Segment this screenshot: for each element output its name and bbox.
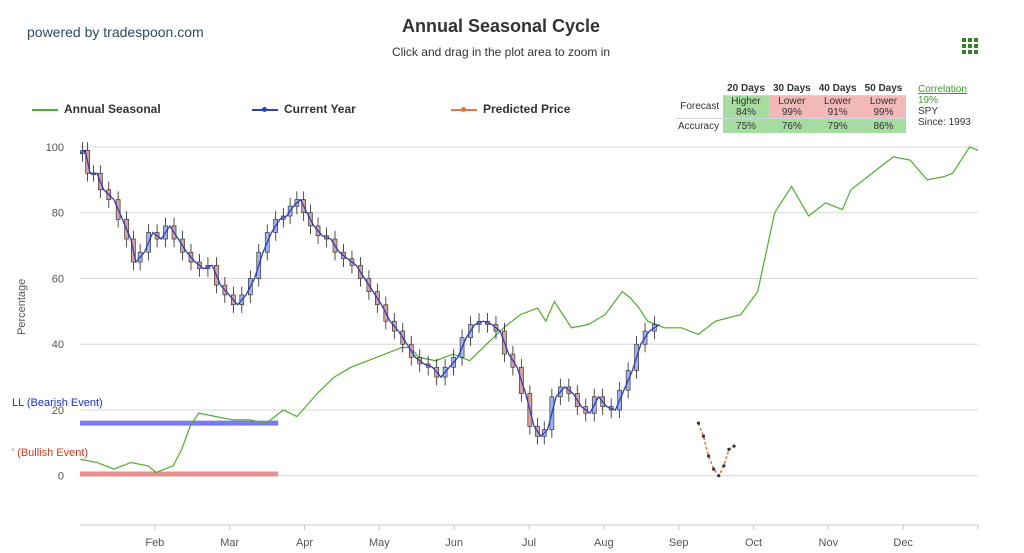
predicted-price-line bbox=[697, 422, 735, 478]
chart-subtitle: Click and drag in the plot area to zoom … bbox=[391, 45, 611, 59]
symbol-label: SPY bbox=[918, 106, 939, 117]
col-header-20: 20 Days bbox=[723, 82, 769, 96]
correlation-value: 19% bbox=[918, 95, 939, 106]
forecast-table: 20 Days 30 Days 40 Days 50 Days Forecast… bbox=[676, 82, 907, 133]
predicted-point bbox=[707, 454, 711, 458]
forecast-cell-20: Higher 84% bbox=[723, 95, 769, 119]
predicted-point bbox=[732, 444, 736, 448]
x-tick-label: Dec bbox=[893, 537, 913, 549]
x-tick-label: Mar bbox=[220, 537, 239, 549]
legend-label-predicted: Predicted Price bbox=[483, 102, 571, 116]
x-tick-label: May bbox=[369, 537, 390, 549]
bearish-event-label: LL (Bearish Event) bbox=[12, 397, 103, 409]
bullish-event-label: ' (Bullish Event) bbox=[12, 447, 89, 459]
correlation-box: Correlation 19% SPY Since: 1993 bbox=[918, 84, 971, 128]
legend-item-annual[interactable]: Annual Seasonal bbox=[32, 102, 161, 116]
chart-title: Annual Seasonal Cycle bbox=[401, 16, 601, 36]
col-header-50: 50 Days bbox=[860, 82, 907, 96]
accuracy-label: Accuracy bbox=[676, 118, 724, 133]
legend-line-predicted-icon bbox=[451, 106, 477, 112]
powered-by-text[interactable]: powered by tradespoon.com bbox=[27, 24, 204, 40]
y-tick-label: 0 bbox=[58, 471, 64, 483]
predicted-point bbox=[717, 474, 721, 478]
accuracy-cell-50: 86% bbox=[860, 118, 907, 133]
legend-item-current[interactable]: Current Year bbox=[252, 102, 356, 116]
predicted-point bbox=[722, 464, 726, 468]
legend-label-current: Current Year bbox=[284, 102, 356, 116]
forecast-label: Forecast bbox=[680, 101, 720, 113]
x-tick-label: Feb bbox=[145, 537, 164, 549]
predicted-point bbox=[712, 467, 716, 471]
y-tick-label: 60 bbox=[52, 273, 64, 285]
annual-seasonal-line bbox=[79, 146, 979, 474]
x-tick-label: Apr bbox=[296, 537, 313, 549]
y-tick-label: 100 bbox=[46, 142, 64, 154]
x-tick-label: Aug bbox=[594, 537, 614, 549]
since-label: Since: 1993 bbox=[918, 117, 971, 128]
legend-line-annual-icon bbox=[32, 108, 58, 111]
predicted-point bbox=[727, 447, 731, 451]
current-year-line bbox=[79, 149, 660, 438]
y-tick-label: 40 bbox=[52, 339, 64, 351]
col-header-40: 40 Days bbox=[814, 82, 861, 96]
legend-line-current-icon bbox=[252, 106, 278, 112]
x-tick-label: Oct bbox=[745, 537, 762, 549]
predicted-point bbox=[696, 421, 701, 425]
x-tick-label: Jul bbox=[522, 537, 536, 549]
forecast-cell-40: Lower 91% bbox=[814, 95, 861, 119]
y-tick-label: 20 bbox=[52, 405, 64, 417]
x-tick-label: Nov bbox=[819, 537, 839, 549]
col-header-30: 30 Days bbox=[768, 82, 815, 96]
predicted-point bbox=[701, 434, 706, 438]
correlation-link[interactable]: Correlation bbox=[918, 84, 967, 95]
context-menu-grid-icon[interactable] bbox=[962, 38, 978, 54]
legend-label-annual: Annual Seasonal bbox=[64, 102, 161, 116]
legend-item-predicted[interactable]: Predicted Price bbox=[451, 102, 570, 116]
accuracy-cell-30: 76% bbox=[768, 118, 815, 133]
x-tick-label: Jun bbox=[445, 537, 463, 549]
accuracy-cell-20: 75% bbox=[723, 118, 769, 133]
x-tick-label: Sep bbox=[669, 537, 689, 549]
y-tick-label: 80 bbox=[52, 208, 64, 220]
forecast-cell-30: Lower 99% bbox=[768, 95, 815, 119]
forecast-cell-50: Lower 99% bbox=[860, 95, 907, 119]
accuracy-cell-40: 79% bbox=[814, 118, 861, 133]
